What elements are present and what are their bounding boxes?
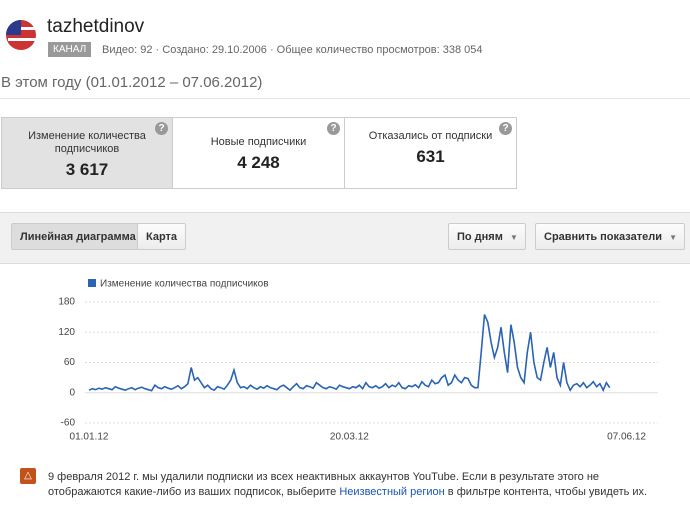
flag-logo (6, 20, 36, 50)
x-tick-label: 01.01.12 (70, 432, 109, 443)
channel-meta: Видео: 92 · Создано: 29.10.2006 · Общее … (102, 44, 483, 56)
dropdown-label: Сравнить показатели (544, 231, 662, 243)
card-label: Новые подписчики (210, 136, 307, 148)
series-line (88, 314, 611, 393)
map-button[interactable]: Карта (137, 223, 187, 250)
y-tick-label: 120 (58, 327, 75, 338)
y-tick-label: 60 (64, 357, 76, 368)
y-tick-label: 180 (58, 297, 75, 308)
y-tick-label: -60 (61, 418, 76, 429)
card-label: Отказались от подписки (368, 130, 493, 142)
x-tick-label: 07.06.12 (607, 432, 646, 443)
help-icon[interactable]: ? (155, 122, 168, 135)
card-value: 3 617 (65, 160, 109, 179)
notice-part: 9 февраля 2012 г. мы удалили подписки из… (48, 471, 600, 498)
badge: КАНАЛ (48, 42, 92, 57)
line-chart-button[interactable]: Линейная диаграмма (11, 223, 145, 250)
notice-text: 9 февраля 2012 г. мы удалили подписки из… (48, 470, 658, 500)
legend-label: Изменение количества подписчиков (100, 279, 269, 290)
notice: △ 9 февраля 2012 г. мы удалили подписки … (8, 462, 680, 502)
card-label: Изменение количества подписчиков (28, 130, 146, 155)
period: В этом году (01.01.2012 – 07.06.2012) (1, 74, 263, 91)
y-tick-label: 0 (69, 387, 75, 398)
card-value: 631 (416, 147, 445, 166)
help-icon[interactable]: ? (327, 122, 340, 135)
card[interactable]: ? Отказались от подписки 631 (344, 117, 517, 189)
period-dropdown[interactable]: По дням ▼ (448, 223, 526, 250)
dropdown-label: По дням (457, 231, 503, 243)
region-link[interactable]: Неизвестный регион (339, 486, 445, 498)
card[interactable]: ? Новые подписчики 4 248 (172, 117, 345, 189)
channel-name[interactable]: tazhetdinov (47, 16, 145, 37)
chart: 180 120 60 0 -60 01.01.12 20.03.12 07.06.12 Изме… (58, 279, 658, 443)
help-icon[interactable]: ? (499, 122, 512, 135)
card[interactable]: ? Изменение количества подписчиков 3 617 (1, 117, 173, 189)
warning-icon: △ (20, 468, 36, 484)
card-value: 4 248 (237, 153, 280, 172)
compare-dropdown[interactable]: Сравнить показатели ▼ (535, 223, 685, 250)
x-tick-label: 20.03.12 (330, 432, 369, 443)
notice-part: в фильтре контента, чтобы увидеть их. (444, 486, 648, 498)
legend-swatch (88, 279, 96, 287)
divider (0, 98, 690, 99)
